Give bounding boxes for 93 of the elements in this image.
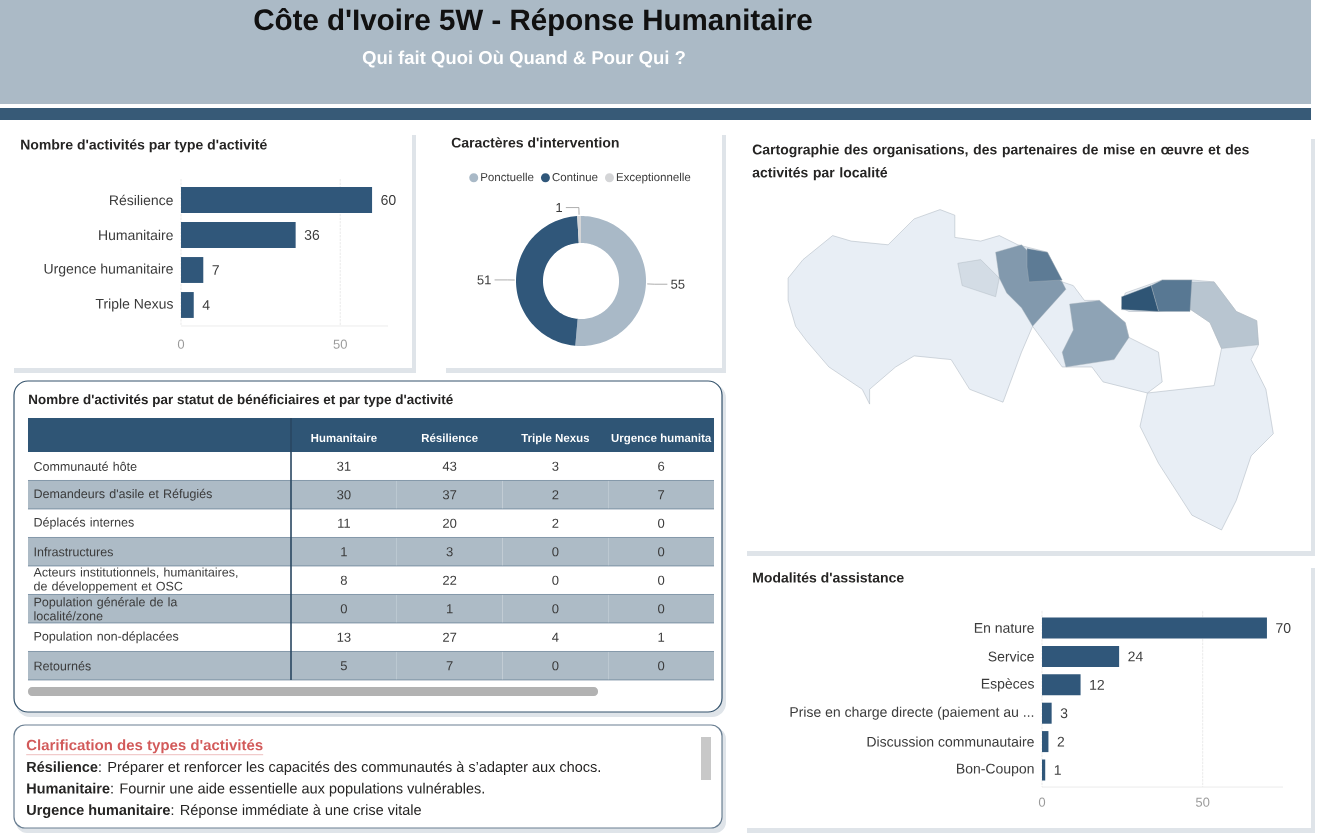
data-label: 43 [442,461,457,471]
bar [1042,702,1052,724]
text: Cartographie des organisations, des partenaires de mise en œuvre et des activités par localité [752,144,1249,181]
data-label: 8 [340,575,347,585]
y-tick-label: Déplacés internes [34,517,134,530]
data-label: 6 [658,461,665,471]
y-tick-label: Acteurs institutionnels, humanitaires, de développement et OSC [33,567,238,594]
text: Résilience: Préparer et renforcer les capacités des communautés à s’adapter aux chocs. [27,761,600,775]
data-label: 1 [658,632,665,642]
y-tick-label: Discussion communautaire [867,736,1034,747]
text: Modalités d'assistance [753,572,904,583]
data-label: 1 [341,547,347,557]
chart-title: Nombre d'activités par type d'activité [21,139,267,153]
data-label: 22 [443,575,457,585]
y-tick-label: Prise en charge directe (paiement au ... [790,706,1034,720]
chart-title: Caractères d'intervention [451,137,619,148]
data-label: 27 [443,632,457,642]
x-tick-label: Résilience [421,433,478,442]
y-tick-label: Population générale de la localité/zone [34,597,178,621]
y-tick-label: Service [988,651,1034,662]
y-tick-label: Résilience [110,194,173,206]
data-label: 0 [658,575,665,585]
y-tick-label: Communauté hôte [34,461,137,471]
data-label: 0 [552,575,559,585]
data-label: 55 [671,279,685,289]
x-tick-label: 50 [1195,797,1210,807]
data-label: 7 [446,661,453,671]
data-label: 20 [443,518,457,528]
legend-label: Continue [552,172,598,182]
y-tick-label: Espèces [981,678,1034,692]
bar [181,292,194,318]
data-label: 7 [212,265,219,275]
data-label: 0 [658,547,665,557]
data-label: 70 [1276,623,1291,633]
x-tick-label: Urgence humanita [611,433,712,445]
data-label: 0 [340,604,347,614]
data-label: 12 [1090,679,1104,690]
y-tick-label: Triple Nexus [95,298,173,312]
text: Urgence humanitaire: Réponse immédiate à une crise vitale [27,804,421,818]
data-label: 1 [447,604,453,614]
y-tick-label: Urgence humanitaire [44,263,173,277]
data-label: 4 [202,300,210,310]
data-label: 0 [552,547,559,557]
bar [1042,617,1267,639]
data-label: 31 [337,461,351,471]
x-tick-label: Humanitaire [311,433,377,442]
data-label: 0 [658,661,665,671]
data-label: 37 [442,490,457,500]
chart-title: Nombre d'activités par statut de bénéficiaires et par type d'activité [29,394,453,407]
text: Qui fait Quoi Où Quand & Pour Qui ? [362,50,685,68]
bar [181,187,373,213]
bar [1042,674,1081,696]
y-tick-label: En nature [974,623,1034,633]
data-label: 0 [658,518,665,528]
data-label: 0 [658,604,665,614]
bar [1042,645,1120,667]
data-label: 60 [381,195,396,205]
bar [1042,731,1049,753]
text: Humanitaire: Fournir une aide essentielle aux populations vulnérables. [27,782,484,797]
data-label: 7 [658,490,665,500]
y-tick-label: Demandeurs d'asile et Réfugiés [34,488,212,501]
data-label: 0 [552,604,559,614]
y-tick-label: Bon-Coupon [957,763,1034,777]
y-tick-label: Humanitaire [99,229,173,241]
data-label: 5 [340,661,347,671]
text: Côte d'Ivoire 5W - Réponse Humanitaire [254,7,812,37]
bar [1042,759,1046,781]
data-label: 24 [1128,651,1143,662]
x-tick-label: 50 [333,339,347,349]
data-label: 3 [446,547,453,557]
data-label: 2 [1057,736,1065,747]
data-label: 2 [552,518,559,528]
y-tick-label: Infrastructures [34,547,113,557]
legend-label: Exceptionnelle [616,172,691,184]
data-label: 11 [338,518,350,528]
y-tick-label: Population non-déplacées [34,631,179,644]
bar [181,222,296,248]
data-label: 4 [552,632,559,642]
data-label: 1 [556,203,563,213]
x-tick-label: Triple Nexus [521,433,590,445]
data-label: 30 [337,490,351,500]
y-tick-label: Retournés [34,661,91,671]
data-label: 0 [552,661,559,671]
bar [181,257,204,283]
data-label: 13 [337,632,351,642]
data-label: 1 [1054,765,1061,775]
text: Clarification des types d'activités [26,739,263,754]
data-label: 2 [552,490,559,500]
data-label: 36 [304,230,320,240]
legend-label: Ponctuelle [481,172,534,182]
data-label: 3 [552,461,559,471]
data-label: 51 [477,275,491,285]
data-label: 3 [1060,708,1068,719]
